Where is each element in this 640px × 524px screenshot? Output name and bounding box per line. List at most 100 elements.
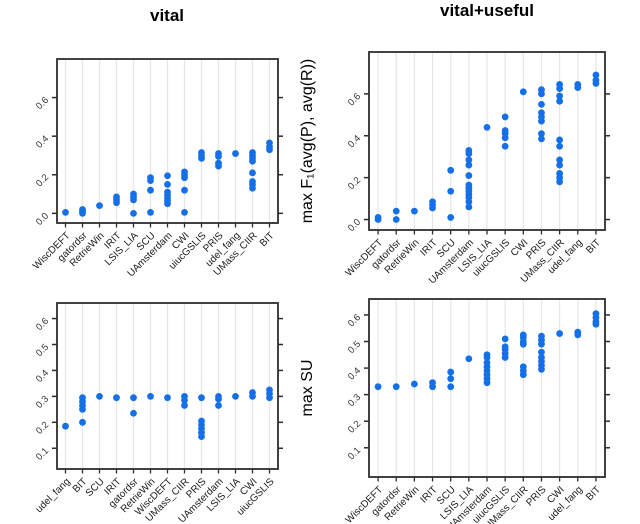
y-tick-label: 0.5 [346,339,363,356]
data-point [232,392,239,400]
panel-frame [368,298,606,478]
panels-layer: 0.00.20.40.6WiscDEFTgatordsrRetrieWinIRI… [31,51,610,524]
ylabel-max-f1: max F₁(avg(P), avg(R)) [299,59,316,224]
data-point [96,392,103,400]
data-point [483,123,491,131]
y-tick-label: 0.2 [346,175,363,192]
data-point [501,113,509,121]
data-point [410,380,418,388]
panel-0-1: 0.00.20.40.6WiscDEFTgatordsrRetrieWinIRI… [344,51,610,286]
data-point [447,187,455,195]
data-point [538,86,545,94]
y-tick-label: 0.0 [346,217,363,234]
data-point [79,206,86,213]
data-point [538,348,545,356]
data-point [164,172,171,180]
data-point [164,181,171,188]
data-point [447,214,455,221]
data-point [79,394,86,402]
x-category-label: BIT [584,484,603,503]
y-tick-label: 0.4 [34,368,51,385]
data-point [130,209,137,217]
data-point [465,172,473,179]
data-point [215,402,222,409]
data-point [181,402,188,409]
data-point [447,368,455,376]
data-point [249,169,256,177]
x-category-label: IRIT [419,237,440,258]
data-point [130,190,137,198]
data-point [538,135,545,143]
data-point [147,208,154,216]
ylabel-max-su: max SU [299,360,316,417]
panel-frame [56,302,279,470]
data-point [249,149,256,156]
data-point [392,207,400,215]
y-tick-label: 0.2 [34,172,51,189]
y-tick-label: 0.1 [34,446,51,463]
data-point [79,418,86,426]
panel-1-0: 0.10.20.30.40.50.6udel_fangBITSCUIRITgat… [34,302,283,524]
panel-1-1: 0.10.20.30.40.50.6WiscDEFTgatordsrRetrie… [344,298,610,524]
data-point [147,392,154,400]
data-point [556,97,564,105]
data-point [519,331,527,339]
y-tick-label: 0.1 [346,445,363,462]
y-tick-label: 0.3 [346,392,363,409]
y-tick-label: 0.6 [34,316,51,333]
data-point [266,139,273,147]
y-tick-label: 0.0 [34,211,51,228]
data-point [538,100,545,108]
data-point [198,394,205,402]
data-point [556,330,564,337]
data-point [130,394,137,402]
data-point [556,170,564,177]
data-point [574,81,582,88]
data-point [556,142,564,150]
data-point [147,186,154,194]
data-point [447,383,455,391]
data-point [130,409,137,417]
data-point [374,214,382,221]
data-point [592,310,600,318]
data-point [447,375,455,383]
data-point [483,351,491,359]
x-category-label: BIT [258,230,277,249]
data-point [181,168,188,176]
data-point [465,156,473,164]
data-point [181,186,188,194]
data-point [483,359,491,367]
data-point [215,159,222,167]
data-point [96,202,103,210]
data-point [266,386,273,394]
data-point [465,181,473,189]
data-point [519,363,527,371]
data-point [556,136,564,144]
data-point [556,161,564,169]
data-point [62,208,69,216]
data-point [465,147,473,154]
data-point [556,92,564,100]
y-tick-label: 0.4 [346,365,363,382]
data-point [465,203,473,211]
data-point [429,379,436,387]
data-point [113,193,120,201]
y-tick-label: 0.4 [346,133,363,150]
data-point [215,392,222,400]
x-category-label: IRIT [419,484,440,505]
data-point [556,81,564,88]
x-category-label: PRIS [524,484,549,509]
x-category-label: udel_fang [34,476,73,515]
data-point [374,383,382,391]
data-point [62,422,69,430]
data-point [429,198,436,206]
column-title-vital: vital [150,6,184,25]
data-point [392,383,400,391]
data-point [198,149,205,156]
data-point [232,150,239,157]
data-point [447,166,455,174]
data-point [501,343,509,351]
y-tick-label: 0.2 [346,419,363,436]
data-point [574,328,582,336]
